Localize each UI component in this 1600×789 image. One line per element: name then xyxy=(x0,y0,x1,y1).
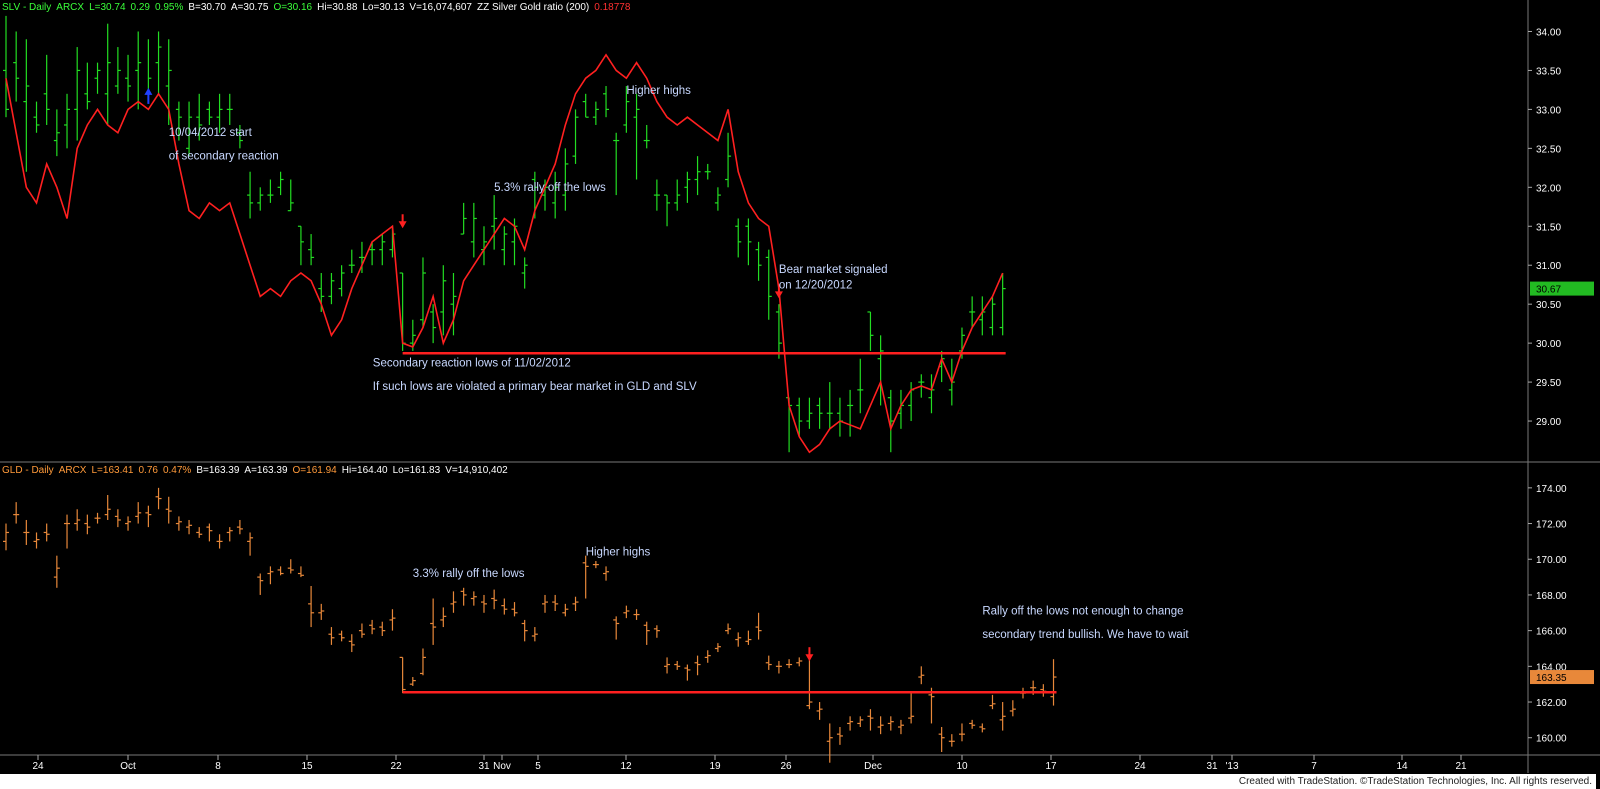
down-arrow-head-icon xyxy=(774,291,783,299)
gld-header-field: V=14,910,402 xyxy=(445,465,508,476)
x-tick-label: '13 xyxy=(1225,761,1238,772)
x-tick-label: Dec xyxy=(864,761,882,772)
y-tick-label: 170.00 xyxy=(1536,555,1567,566)
slv-header-field: L=30.74 xyxy=(89,2,126,13)
y-tick-label: 31.00 xyxy=(1536,261,1561,272)
x-tick-label: 8 xyxy=(215,761,221,772)
gld-header-field: A=163.39 xyxy=(244,465,288,476)
annotation-text: on 12/20/2012 xyxy=(779,280,853,292)
annotation-text: of secondary reaction xyxy=(169,150,279,162)
last-price-label: 30.67 xyxy=(1536,285,1561,296)
gld-header-field: 0.47% xyxy=(162,465,192,476)
y-tick-label: 160.00 xyxy=(1536,734,1567,745)
x-tick-label: 14 xyxy=(1396,761,1408,772)
slv-header-field: B=30.70 xyxy=(188,2,226,13)
gld-header-field: GLD - Daily xyxy=(2,465,54,476)
y-tick-label: 162.00 xyxy=(1536,698,1567,709)
y-tick-label: 29.00 xyxy=(1536,417,1561,428)
gld-header-field: ARCX xyxy=(58,465,87,476)
annotation-text: Bear market signaled xyxy=(779,264,888,276)
slv-header-field: Lo=30.13 xyxy=(362,2,405,13)
x-tick-label: 17 xyxy=(1045,761,1057,772)
y-tick-label: 30.00 xyxy=(1536,339,1561,350)
x-tick-label: 22 xyxy=(390,761,402,772)
slv-header-field: A=30.75 xyxy=(230,2,269,13)
up-arrow-head-icon xyxy=(144,87,153,95)
slv-header-field: O=30.16 xyxy=(273,2,313,13)
annotation-text: If such lows are violated a primary bear… xyxy=(373,381,697,393)
annotation-text: 10/04/2012 start xyxy=(169,127,253,139)
down-arrow-head-icon xyxy=(398,221,407,229)
gld-pane: 174.00 172.00 170.00 168.00 166.00 164.00 162.… xyxy=(3,484,1594,763)
y-tick-label: 32.00 xyxy=(1536,183,1561,194)
gld-header-field: 0.76 xyxy=(138,465,158,476)
last-price-badge xyxy=(1530,281,1594,296)
x-tick-label: 5 xyxy=(535,761,541,772)
footer-credit: Created with TradeStation. ©TradeStation… xyxy=(0,774,1596,789)
x-tick-label: 31 xyxy=(478,761,490,772)
slv-header-field: 0.29 xyxy=(130,2,150,13)
x-tick-label: 7 xyxy=(1311,761,1317,772)
annotation-text: Rally off the lows not enough to change xyxy=(982,606,1183,618)
down-arrow-head-icon xyxy=(805,654,814,662)
y-tick-label: 33.50 xyxy=(1536,66,1561,77)
gld-header-field: Hi=164.40 xyxy=(341,465,388,476)
x-tick-label: 24 xyxy=(32,761,44,772)
annotation-text: 5.3% rally off the lows xyxy=(494,182,606,194)
gld-header-field: Lo=161.83 xyxy=(392,465,441,476)
last-price-label: 163.35 xyxy=(1536,673,1567,684)
y-tick-label: 33.00 xyxy=(1536,105,1561,116)
x-tick-label: 10 xyxy=(956,761,968,772)
slv-header-field: 0.18778 xyxy=(594,2,631,13)
slv-header-field: ZZ Silver Gold ratio (200) xyxy=(476,2,590,13)
annotation-text: Secondary reaction lows of 11/02/2012 xyxy=(373,358,571,370)
x-tick-label: 31 xyxy=(1206,761,1218,772)
y-tick-label: 168.00 xyxy=(1536,591,1567,602)
slv-pane: 34.00 33.50 33.00 32.50 32.00 31.50 31.00 30.50… xyxy=(3,15,1594,454)
gld-header-field: B=163.39 xyxy=(196,465,240,476)
x-tick-label: Oct xyxy=(120,761,136,772)
x-tick-label: 15 xyxy=(301,761,313,772)
ratio-line xyxy=(5,53,1004,454)
time-axis: 24 Oct 8 15 22 31 Nov 5 12 19 26 Dec 10 17 24 31'13 7 14 2… xyxy=(32,755,1467,772)
x-tick-label: 24 xyxy=(1134,761,1146,772)
gld-header-field: L=163.41 xyxy=(91,465,134,476)
y-tick-label: 29.50 xyxy=(1536,378,1561,389)
y-tick-label: 174.00 xyxy=(1536,484,1567,495)
slv-header: SLV - Daily ARCX L=30.74 0.29 0.95% B=30.70 A=… xyxy=(2,2,635,13)
annotation-text: Higher highs xyxy=(626,85,691,97)
y-tick-label: 30.50 xyxy=(1536,300,1561,311)
annotation-text: secondary trend bullish. We have to wait xyxy=(982,629,1189,641)
gld-header: GLD - Daily ARCX L=163.41 0.76 0.47% B=163.39… xyxy=(2,465,513,476)
x-tick-label: Nov xyxy=(493,761,511,772)
gld-header-field: O=161.94 xyxy=(292,465,337,476)
y-tick-label: 31.50 xyxy=(1536,222,1561,233)
slv-header-field: V=16,074,607 xyxy=(409,2,472,13)
last-price-badge xyxy=(1530,670,1594,685)
annotation-text: Higher highs xyxy=(586,547,651,559)
y-tick-label: 172.00 xyxy=(1536,520,1567,531)
x-tick-label: 26 xyxy=(780,761,792,772)
slv-header-field: SLV - Daily xyxy=(2,2,52,13)
y-tick-label: 164.00 xyxy=(1536,662,1567,673)
x-tick-label: 19 xyxy=(709,761,721,772)
footer-text: Created with TradeStation. ©TradeStation… xyxy=(1238,776,1592,787)
annotation-text: 3.3% rally off the lows xyxy=(413,568,525,580)
y-tick-label: 166.00 xyxy=(1536,627,1567,638)
x-tick-label: 12 xyxy=(620,761,632,772)
y-tick-label: 32.50 xyxy=(1536,144,1561,155)
slv-header-field: ARCX xyxy=(56,2,85,13)
slv-header-field: Hi=30.88 xyxy=(317,2,358,13)
slv-header-field: 0.95% xyxy=(154,2,184,13)
x-tick-label: 21 xyxy=(1455,761,1467,772)
y-tick-label: 34.00 xyxy=(1536,27,1561,38)
